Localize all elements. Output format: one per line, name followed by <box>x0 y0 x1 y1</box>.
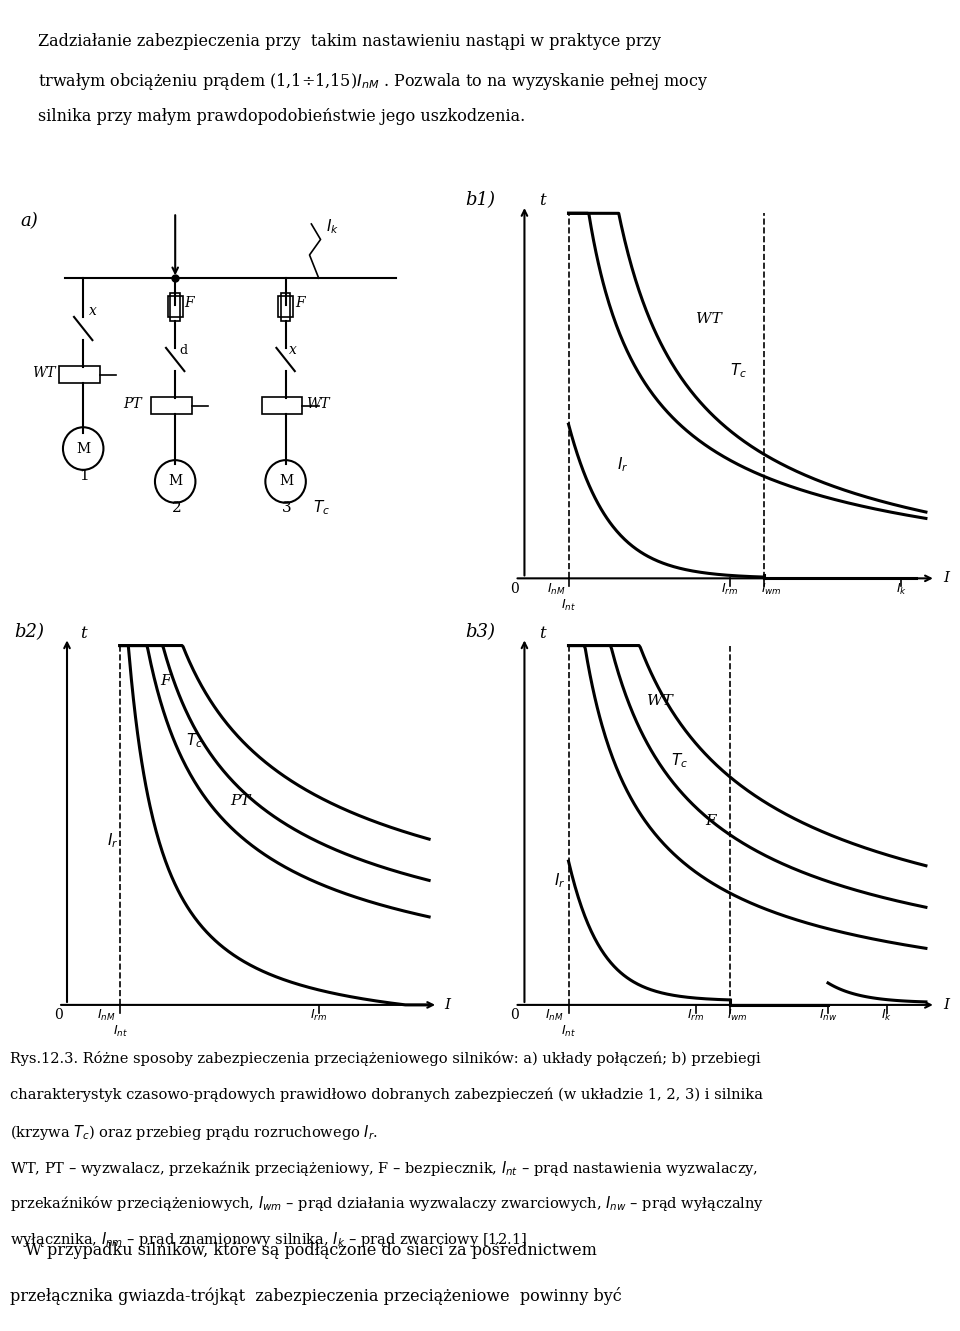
Text: PT: PT <box>124 397 142 411</box>
Text: 3: 3 <box>282 502 292 515</box>
Text: F: F <box>295 297 304 310</box>
Text: trwałym obciążeniu prądem (1,1÷1,15)$I_{nM}$ . Pozwala to na wyzyskanie pełnej m: trwałym obciążeniu prądem (1,1÷1,15)$I_{… <box>38 71 708 92</box>
Text: $I_{nM}$: $I_{nM}$ <box>98 1008 116 1024</box>
Text: $I_{nM}$: $I_{nM}$ <box>547 582 565 596</box>
Text: PT: PT <box>230 795 251 808</box>
Text: $I_k$: $I_k$ <box>881 1008 892 1024</box>
Text: x: x <box>289 342 298 357</box>
Text: d: d <box>179 343 187 357</box>
Text: $I_k$: $I_k$ <box>326 218 339 237</box>
Text: 1: 1 <box>80 469 89 483</box>
Text: t: t <box>81 624 87 642</box>
Text: I: I <box>943 571 949 586</box>
Text: F: F <box>184 297 194 310</box>
Text: 0: 0 <box>511 1008 519 1022</box>
Text: WT: WT <box>647 695 673 708</box>
Text: M: M <box>77 442 90 455</box>
Text: $I_{wm}$: $I_{wm}$ <box>727 1008 748 1024</box>
Text: $I_{nM}$: $I_{nM}$ <box>544 1008 564 1024</box>
Bar <box>262 398 302 414</box>
Text: t: t <box>540 624 546 642</box>
Text: b2): b2) <box>14 623 44 642</box>
Bar <box>152 398 192 414</box>
Text: t: t <box>540 192 546 209</box>
Text: 0: 0 <box>54 1008 62 1022</box>
Text: M: M <box>169 474 182 488</box>
Text: b3): b3) <box>466 623 495 642</box>
Text: x: x <box>88 303 97 318</box>
Text: $T_c$: $T_c$ <box>730 362 747 381</box>
Bar <box>168 295 182 317</box>
Text: $I_r$: $I_r$ <box>107 831 118 851</box>
Text: $I_{nt}$: $I_{nt}$ <box>561 1024 576 1040</box>
Text: M: M <box>279 474 293 488</box>
Bar <box>60 366 100 383</box>
Text: wyłącznika, $I_{nm}$ – prąd znamionowy silnika, $I_k$ – prąd zwarciowy [12.1]: wyłącznika, $I_{nm}$ – prąd znamionowy s… <box>10 1230 526 1248</box>
Text: $I_r$: $I_r$ <box>617 455 629 474</box>
Bar <box>278 295 293 317</box>
Text: przekaźników przeciążeniowych, $I_{wm}$ – prąd działania wyzwalaczy zwarciowych,: przekaźników przeciążeniowych, $I_{wm}$ … <box>10 1194 764 1214</box>
Text: $I_{nw}$: $I_{nw}$ <box>819 1008 837 1024</box>
Text: charakterystyk czasowo-prądowych prawidłowo dobranych zabezpieczeń (w układzie 1: charakterystyk czasowo-prądowych prawidł… <box>10 1087 762 1102</box>
Text: $T_c$: $T_c$ <box>671 751 688 771</box>
Text: W przypadku silników, które są podłączone do sieci za pośrednictwem: W przypadku silników, które są podłączon… <box>10 1242 596 1259</box>
Text: a): a) <box>21 213 38 230</box>
Text: $I_k$: $I_k$ <box>896 582 907 596</box>
Text: 0: 0 <box>511 582 519 595</box>
Text: F: F <box>159 675 170 688</box>
Text: Zadziałanie zabezpieczenia przy  takim nastawieniu nastąpi w praktyce przy: Zadziałanie zabezpieczenia przy takim na… <box>38 33 661 51</box>
Text: $I_{rm}$: $I_{rm}$ <box>687 1008 705 1024</box>
Text: Rys.12.3. Różne sposoby zabezpieczenia przeciążeniowego silników: a) układy połą: Rys.12.3. Różne sposoby zabezpieczenia p… <box>10 1051 760 1066</box>
Text: WT, PT – wyzwalacz, przekaźnik przeciążeniowy, F – bezpiecznik, $I_{nt}$ – prąd : WT, PT – wyzwalacz, przekaźnik przeciąże… <box>10 1158 757 1178</box>
Text: b1): b1) <box>466 192 495 209</box>
Bar <box>171 293 180 321</box>
Text: 2: 2 <box>172 502 181 515</box>
Text: WT: WT <box>306 397 329 411</box>
Text: F: F <box>706 815 716 828</box>
Text: $I_r$: $I_r$ <box>554 870 565 890</box>
Text: $T_c$: $T_c$ <box>186 731 204 751</box>
Text: $I_{wm}$: $I_{wm}$ <box>761 582 782 596</box>
Text: WT: WT <box>696 311 722 326</box>
Text: $T_c$: $T_c$ <box>313 498 330 518</box>
Text: $I_{rm}$: $I_{rm}$ <box>310 1008 327 1024</box>
Text: (krzywa $T_c$) oraz przebieg prądu rozruchowego $I_r$.: (krzywa $T_c$) oraz przebieg prądu rozru… <box>10 1123 377 1142</box>
Text: $I_{nt}$: $I_{nt}$ <box>112 1024 128 1040</box>
Text: WT: WT <box>32 366 55 379</box>
Text: silnika przy małym prawdopodobieństwie jego uszkodzenia.: silnika przy małym prawdopodobieństwie j… <box>38 108 526 125</box>
Text: $I_{rm}$: $I_{rm}$ <box>722 582 738 596</box>
Text: I: I <box>444 998 450 1012</box>
Text: przełącznika gwiazda-trójkąt  zabezpieczenia przeciążeniowe  powinny być: przełącznika gwiazda-trójkąt zabezpiecze… <box>10 1287 621 1306</box>
Bar <box>281 293 290 321</box>
Text: I: I <box>943 998 949 1012</box>
Text: $I_{nt}$: $I_{nt}$ <box>561 598 576 612</box>
